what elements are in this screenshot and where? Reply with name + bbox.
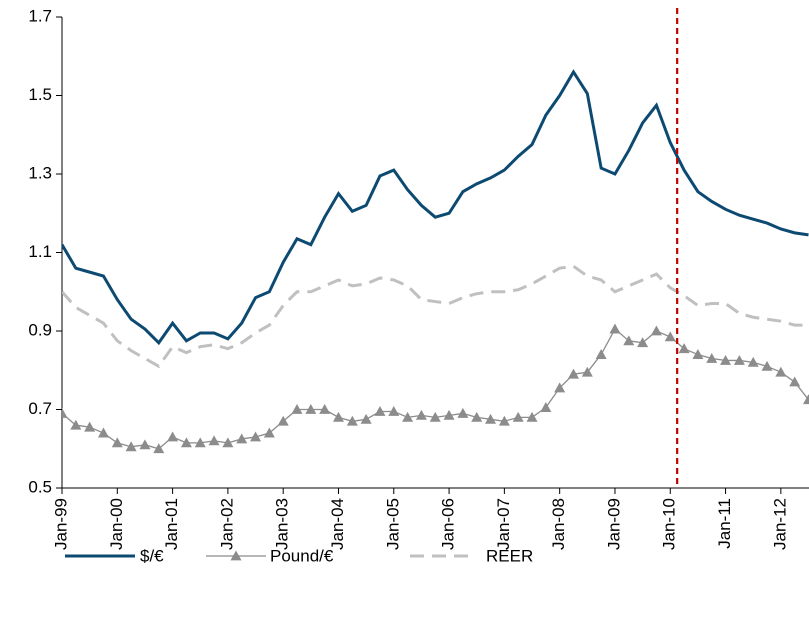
series-marker [360, 413, 372, 424]
y-tick-label: 0.9 [28, 320, 52, 339]
x-tick-label: Jan-05 [383, 498, 402, 550]
series-marker [498, 415, 510, 426]
series-marker [609, 323, 621, 334]
y-tick-label: 0.7 [28, 399, 52, 418]
series-marker [775, 366, 787, 377]
series-line [62, 264, 809, 369]
series-marker [567, 368, 579, 379]
series-marker [720, 354, 732, 365]
series-marker [623, 335, 635, 346]
x-tick-label: Jan-00 [107, 498, 126, 550]
series-marker [139, 439, 151, 450]
series-marker [374, 405, 386, 416]
x-tick-label: Jan-06 [439, 498, 458, 550]
series-marker [581, 366, 593, 377]
y-tick-label: 1.1 [28, 242, 52, 261]
series-marker [747, 356, 759, 367]
series-marker [208, 435, 220, 446]
series-marker [70, 419, 82, 430]
series-marker [319, 404, 331, 414]
series-marker [194, 437, 206, 448]
series-marker [84, 421, 96, 432]
series-marker [789, 376, 801, 387]
series-marker [415, 409, 427, 420]
x-tick-label: Jan-04 [328, 498, 347, 550]
series-marker [97, 427, 109, 438]
series-marker [692, 349, 704, 359]
series-marker [540, 402, 552, 412]
series-marker [250, 431, 262, 442]
legend-label: REER [486, 546, 533, 565]
plot-area [62, 69, 809, 454]
series-marker [346, 415, 358, 426]
legend-label: Pound/€ [270, 546, 334, 565]
x-tick-label: Jan-09 [604, 498, 623, 550]
series-marker [733, 354, 745, 365]
series-line [62, 69, 809, 346]
series-marker [526, 411, 538, 422]
series-marker [637, 337, 649, 348]
series-marker [332, 411, 344, 422]
y-tick-label: 1.3 [28, 163, 52, 182]
x-tick-label: Jan-99 [51, 498, 70, 550]
series-marker [167, 431, 179, 442]
series-marker [457, 407, 469, 418]
y-tick-label: 1.7 [28, 6, 52, 25]
series-marker [485, 413, 497, 424]
x-tick-label: Jan-07 [494, 498, 513, 550]
series-marker [111, 437, 123, 448]
y-tick-label: 0.5 [28, 477, 52, 496]
x-tick-label: Jan-10 [660, 498, 679, 550]
series-line [62, 328, 809, 450]
x-tick-label: Jan-02 [217, 498, 236, 550]
x-tick-label: Jan-12 [770, 498, 789, 550]
series-marker [222, 437, 234, 448]
series-marker [291, 404, 303, 414]
series-marker [803, 394, 809, 405]
series-marker [706, 352, 718, 363]
x-tick-label: Jan-08 [549, 498, 568, 550]
legend-marker [230, 550, 242, 561]
series-marker [180, 437, 192, 448]
series-marker [471, 411, 483, 422]
series-marker [153, 443, 165, 454]
series-marker [512, 411, 524, 422]
series-marker [761, 360, 773, 371]
y-tick-label: 1.5 [28, 85, 52, 104]
legend-label: $/€ [140, 546, 164, 565]
series-marker [595, 349, 607, 359]
series-marker [678, 343, 690, 354]
series-marker [62, 407, 68, 418]
series-marker [443, 409, 455, 420]
series-marker [277, 415, 289, 426]
x-tick-label: Jan-01 [162, 498, 181, 550]
series-marker [236, 433, 248, 444]
series-marker [650, 325, 662, 336]
x-tick-label: Jan-03 [273, 498, 292, 550]
series-marker [429, 411, 441, 422]
series-marker [388, 405, 400, 416]
series-marker [664, 331, 676, 342]
series-marker [305, 404, 317, 414]
series-marker [125, 441, 137, 452]
x-tick-label: Jan-11 [715, 498, 734, 549]
series-marker [263, 427, 275, 438]
series-marker [402, 411, 414, 422]
series-marker [554, 382, 566, 393]
